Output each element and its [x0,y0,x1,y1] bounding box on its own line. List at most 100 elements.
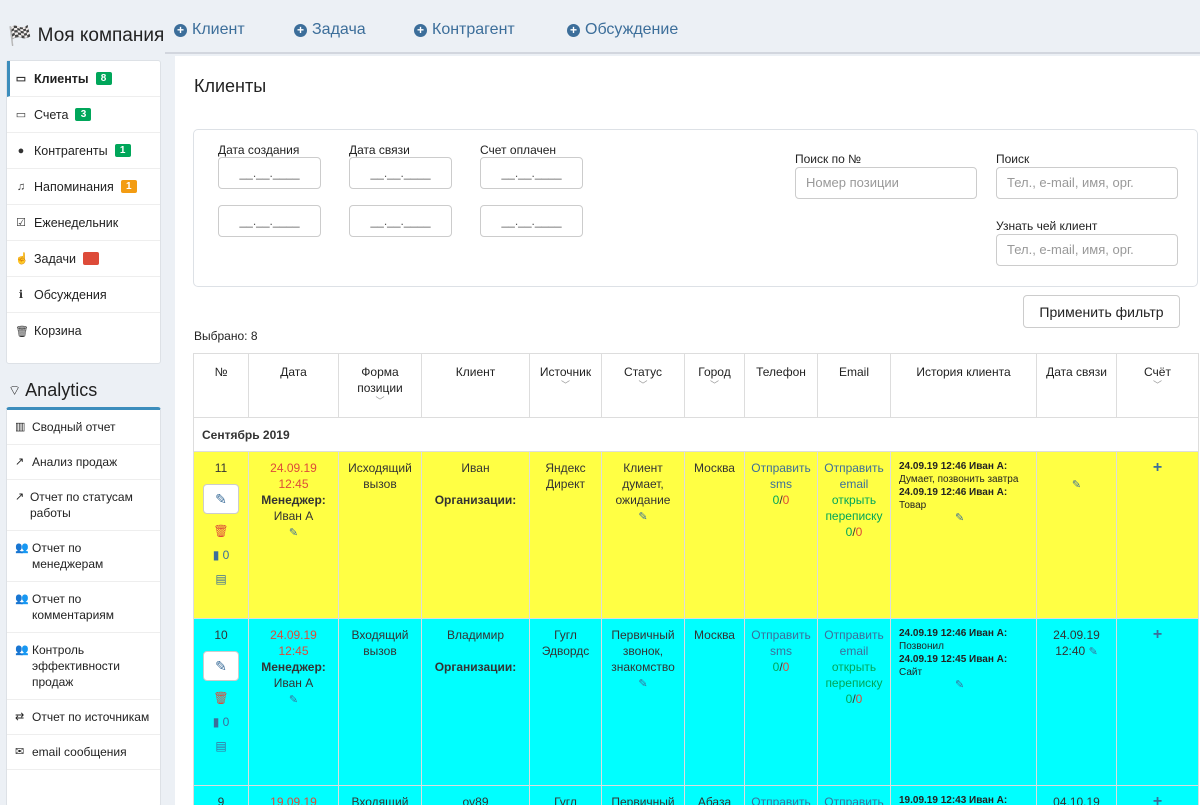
send-sms-link[interactable]: Отправить sms [751,628,811,658]
sidebar-item[interactable]: ● Контрагенты 1 [7,133,160,169]
table-row[interactable]: 9 19.09.19 Входящий ov89 Гугл Первичный … [193,785,1199,805]
col-header-history[interactable]: История клиента [890,353,1037,418]
analytics-item[interactable]: 👥 Контроль эффективности продаж [7,633,160,700]
client-name[interactable]: Иван [461,461,490,475]
list-icon[interactable]: ▤ [215,572,227,586]
email-fail-count: 0 [855,525,863,539]
chevron-down-icon[interactable]: ﹀ [375,396,385,406]
brand[interactable]: 🏁 Моя компания [8,24,164,48]
table-row[interactable]: 10 ✎ 🗑 ▮ 0 ▤ 24.09.19 12:45 Менеджер: Ив… [193,618,1199,786]
plus-icon[interactable]: + [1152,459,1163,476]
trash-icon[interactable]: 🗑 [213,691,229,705]
col-header-form[interactable]: Форма позиции ﹀ [338,353,422,418]
sidebar-item[interactable]: 🗑 Корзина [7,313,160,349]
edit-icon[interactable]: ✎ [288,527,299,539]
plus-icon[interactable]: + [1152,626,1163,643]
edit-icon[interactable]: ✎ [955,679,965,691]
add-discussion-button[interactable]: + Обсуждение [567,21,678,39]
col-header-contact-date[interactable]: Дата связи [1036,353,1117,418]
col-header-num[interactable]: № [193,353,249,418]
plus-circle-icon: + [567,23,580,37]
date-created-from[interactable]: __.__.____ [218,157,321,189]
invoice-paid-from[interactable]: __.__.____ [480,157,583,189]
edit-icon[interactable]: ✎ [638,678,648,690]
edit-icon[interactable]: ✎ [955,512,965,524]
page-title: Клиенты [194,76,267,96]
cell-num: 9 [193,785,249,805]
file-icon[interactable]: ▮ 0 [212,548,230,562]
edit-icon[interactable]: ✎ [638,511,648,523]
analytics-item[interactable]: ↗ Анализ продаж [7,445,160,480]
send-email-link[interactable]: Отправить [824,795,884,805]
analytics-item[interactable]: ↗ Отчет по статусам работы [7,480,160,531]
edit-icon[interactable]: ✎ [288,694,299,706]
table-row[interactable]: 11 ✎ 🗑 ▮ 0 ▤ 24.09.19 12:45 Менеджер: Ив… [193,451,1199,619]
open-thread-link[interactable]: открыть переписку [825,493,883,523]
analytics-item[interactable]: ⇄ Отчет по источникам [7,700,160,735]
edit-button[interactable]: ✎ [203,651,239,681]
analytics-item-label: Отчет по источникам [32,710,150,724]
invoice-paid-to[interactable]: __.__.____ [480,205,583,237]
col-header-email[interactable]: Email [817,353,891,418]
col-header-phone[interactable]: Телефон [744,353,818,418]
send-email-link[interactable]: Отправить email [824,461,884,491]
analytics-item[interactable]: ✉ email сообщения [7,735,160,770]
client-name[interactable]: ov89 [462,795,489,805]
col-header-invoice[interactable]: Счёт ﹀ [1116,353,1199,418]
col-header-date[interactable]: Дата [248,353,339,418]
edit-icon[interactable]: ✎ [1071,479,1082,491]
send-sms-link[interactable]: Отправить [751,795,811,805]
apply-filter-button[interactable]: Применить фильтр [1023,295,1180,328]
history-entry-text: Товар [899,500,927,511]
date-created-to[interactable]: __.__.____ [218,205,321,237]
chevron-down-icon[interactable]: ﹀ [1152,380,1162,390]
edit-icon[interactable]: ✎ [1088,646,1098,658]
plus-icon[interactable]: + [1152,793,1163,805]
col-header-status[interactable]: Статус ﹀ [601,353,685,418]
sidebar-item[interactable]: ☝ Задачи 0 [7,241,160,277]
send-sms-link[interactable]: Отправить sms [751,461,811,491]
send-email-link[interactable]: Отправить email [824,628,884,658]
list-icon[interactable]: ▤ [215,739,227,753]
manager-label: Менеджер: [261,493,326,507]
sidebar-item[interactable]: ☑ Еженедельник [7,205,160,241]
add-task-button[interactable]: + Задача [294,21,366,39]
col-header-source[interactable]: Источник ﹀ [529,353,602,418]
count-badge: 1 [120,180,137,193]
add-client-button[interactable]: + Клиент [174,21,245,39]
search-input[interactable]: Тел., e-mail, имя, орг. [996,167,1178,199]
analytics-item[interactable]: ▥ Сводный отчет [7,410,160,445]
file-icon[interactable]: ▮ 0 [212,715,230,729]
search-no-input[interactable]: Номер позиции [795,167,977,199]
money-icon: ▭ [15,73,27,85]
sidebar-item[interactable]: ▭ Счета 3 [7,97,160,133]
open-thread-link[interactable]: открыть переписку [825,660,883,690]
chevron-down-icon[interactable]: ﹀ [638,380,648,390]
sidebar-item[interactable]: ℹ Обсуждения [7,277,160,313]
client-name[interactable]: Владимир [446,628,504,642]
cell-phone: Отправить sms 0/0 [744,618,818,786]
analytics-item[interactable]: 👥 Отчет по комментариям [7,582,160,633]
source-value: Гугл [554,795,577,805]
status-value: Первичный [611,795,675,805]
analytics-item[interactable]: 👥 Отчет по менеджерам [7,531,160,582]
date-contact-to[interactable]: __.__.____ [349,205,452,237]
edit-button[interactable]: ✎ [203,484,239,514]
col-header-client[interactable]: Клиент [421,353,530,418]
add-counterparty-button[interactable]: + Контрагент [414,21,515,39]
date-contact-label: Дата связи [349,143,410,157]
date-contact-from[interactable]: __.__.____ [349,157,452,189]
col-header-city[interactable]: Город ﹀ [684,353,745,418]
users-icon: 👥 [15,593,29,605]
chevron-down-icon[interactable]: ﹀ [560,380,570,390]
chevron-down-icon[interactable]: ﹀ [709,380,719,390]
col-header-label: Email [838,365,869,379]
users-icon: 👥 [15,542,29,554]
pencil-icon: ✎ [215,658,227,674]
whose-client-input[interactable]: Тел., e-mail, имя, орг. [996,234,1178,266]
trash-icon: 🗑 [15,325,29,338]
sidebar-item[interactable]: ♫ Напоминания 1 [7,169,160,205]
sidebar-item[interactable]: ▭ Клиенты 8 [7,61,160,97]
check-square-icon: ☑ [16,217,26,229]
trash-icon[interactable]: 🗑 [213,524,229,538]
